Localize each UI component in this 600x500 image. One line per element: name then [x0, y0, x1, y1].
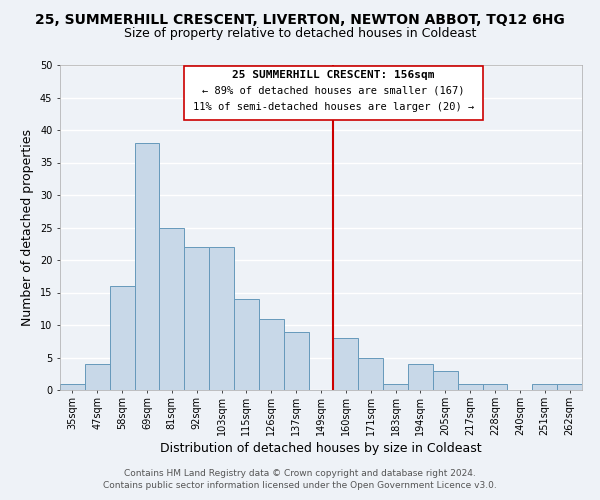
Text: Contains public sector information licensed under the Open Government Licence v3: Contains public sector information licen… [103, 481, 497, 490]
Bar [85, 364, 110, 390]
Text: 25, SUMMERHILL CRESCENT, LIVERTON, NEWTON ABBOT, TQ12 6HG: 25, SUMMERHILL CRESCENT, LIVERTON, NEWTO… [35, 12, 565, 26]
Bar [408, 364, 433, 390]
Bar [160, 228, 184, 390]
Bar [557, 384, 582, 390]
Y-axis label: Number of detached properties: Number of detached properties [22, 129, 34, 326]
Bar [532, 384, 557, 390]
Bar [134, 143, 160, 390]
Bar [334, 338, 358, 390]
Bar [184, 247, 209, 390]
Bar [284, 332, 308, 390]
Bar [433, 370, 458, 390]
Bar [209, 247, 234, 390]
Bar [234, 299, 259, 390]
Bar [383, 384, 408, 390]
Text: ← 89% of detached houses are smaller (167): ← 89% of detached houses are smaller (16… [202, 86, 464, 96]
Text: 11% of semi-detached houses are larger (20) →: 11% of semi-detached houses are larger (… [193, 102, 474, 112]
Bar [358, 358, 383, 390]
Bar [482, 384, 508, 390]
Bar [259, 318, 284, 390]
Text: Size of property relative to detached houses in Coldeast: Size of property relative to detached ho… [124, 28, 476, 40]
Bar [458, 384, 482, 390]
Text: 25 SUMMERHILL CRESCENT: 156sqm: 25 SUMMERHILL CRESCENT: 156sqm [232, 70, 434, 80]
Bar [60, 384, 85, 390]
Bar [184, 66, 482, 120]
X-axis label: Distribution of detached houses by size in Coldeast: Distribution of detached houses by size … [160, 442, 482, 455]
Bar [110, 286, 134, 390]
Text: Contains HM Land Registry data © Crown copyright and database right 2024.: Contains HM Land Registry data © Crown c… [124, 468, 476, 477]
